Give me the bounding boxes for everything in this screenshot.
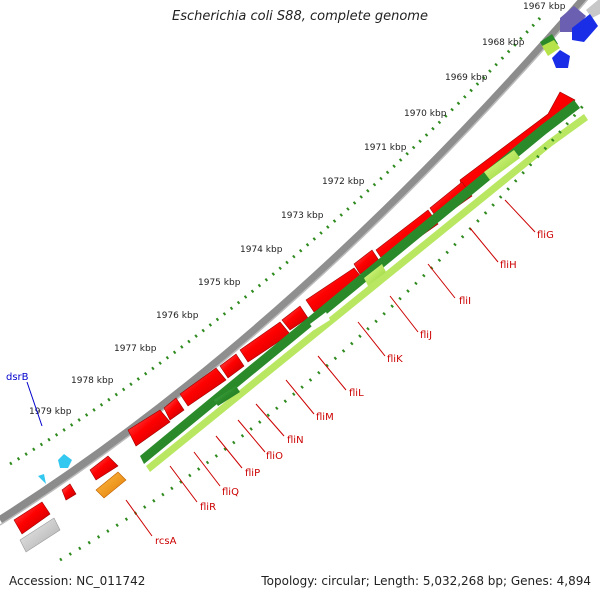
gene-label-fliJ[interactable]: fliJ (420, 330, 432, 341)
ruler-label: 1973 kbp (281, 211, 324, 221)
gene-label-fliO[interactable]: fliO (266, 451, 283, 462)
purple-feature (560, 6, 586, 32)
genome-backbone (0, 0, 589, 524)
genome-backbone-shadow (0, 0, 589, 526)
orthology-block (364, 264, 386, 286)
ruler-label: 1968 kbp (482, 38, 525, 48)
gene-label-fliR[interactable]: fliR (200, 502, 216, 513)
cds-feature (89, 455, 119, 481)
cyan-feature (58, 454, 72, 468)
gene-label-dsrB[interactable]: dsrB (6, 372, 29, 383)
label-leader-line (469, 227, 499, 263)
lime-feature (542, 40, 560, 56)
ruler-label: 1979 kbp (29, 407, 72, 417)
ruler-label: 1977 kbp (114, 344, 157, 354)
cyan-feature (38, 474, 46, 484)
label-leader-line (389, 295, 419, 333)
tick-ruler (9, 16, 542, 466)
ruler-label: 1969 kbp (445, 73, 488, 83)
gene-label-fliI[interactable]: fliI (459, 296, 471, 307)
gene-label-fliG[interactable]: fliG (537, 230, 554, 241)
ruler-label: 1978 kbp (71, 376, 114, 386)
gene-label-fliL[interactable]: fliL (349, 388, 364, 399)
label-leader-line (215, 435, 243, 469)
gene-label-fliP[interactable]: fliP (245, 468, 260, 479)
gene-label-fliQ[interactable]: fliQ (222, 487, 239, 498)
label-leader-line (427, 263, 456, 299)
ruler-label: 1972 kbp (322, 177, 365, 187)
rna-feature (95, 471, 127, 499)
ruler-label: 1967 kbp (523, 2, 566, 12)
gray-feature (586, 0, 600, 18)
orthology-block (214, 386, 240, 406)
gene-label-rcsA[interactable]: rcsA (155, 536, 177, 547)
orthology-block (146, 114, 588, 472)
orthology-block (310, 312, 330, 330)
orthology-row-dark (140, 100, 588, 472)
gene-label-fliN[interactable]: fliN (287, 435, 304, 446)
reverse-gene-labels: fliG fliH fliI fliJ fliK fliL fliM fliN … (125, 199, 554, 547)
ruler-label: 1976 kbp (156, 311, 199, 321)
cds-feature (13, 501, 51, 535)
label-leader-line (169, 465, 198, 503)
ruler-label: 1975 kbp (198, 278, 241, 288)
ruler-label: 1970 kbp (404, 109, 447, 119)
cds-feature (219, 353, 245, 379)
ruler-labels: 1967 kbp 1968 kbp 1969 kbp 1970 kbp 1971… (29, 2, 566, 417)
cds-feature (127, 409, 171, 447)
label-leader-line (125, 499, 153, 537)
blue-feature (552, 50, 570, 68)
gray-feature (19, 517, 61, 553)
label-leader-line (237, 419, 266, 453)
genome-title: Escherichia coli S88, complete genome (172, 9, 428, 24)
ruler-label: 1974 kbp (240, 245, 283, 255)
genome-summary-label: Topology: circular; Length: 5,032,268 bp… (261, 574, 591, 588)
gene-label-fliH[interactable]: fliH (500, 260, 517, 271)
top-right-features (540, 0, 600, 68)
gene-label-fliK[interactable]: fliK (387, 354, 403, 365)
label-leader-line (285, 379, 315, 415)
blue-feature (572, 14, 598, 42)
cds-feature (179, 367, 227, 407)
gene-label-fliM[interactable]: fliM (316, 412, 334, 423)
ruler-label: 1971 kbp (364, 143, 407, 153)
orthology-block (484, 150, 520, 180)
orthology-block (140, 100, 580, 464)
cds-feature (163, 397, 185, 421)
label-leader-line (255, 403, 285, 437)
accession-label: Accession: NC_011742 (9, 574, 146, 588)
label-leader-line (504, 199, 536, 233)
label-leader-line (193, 451, 221, 487)
cds-feature (61, 483, 77, 501)
label-leader-line (26, 381, 43, 427)
label-leader-line (317, 355, 347, 391)
label-leader-line (357, 321, 386, 357)
forward-cds-row (13, 91, 576, 535)
